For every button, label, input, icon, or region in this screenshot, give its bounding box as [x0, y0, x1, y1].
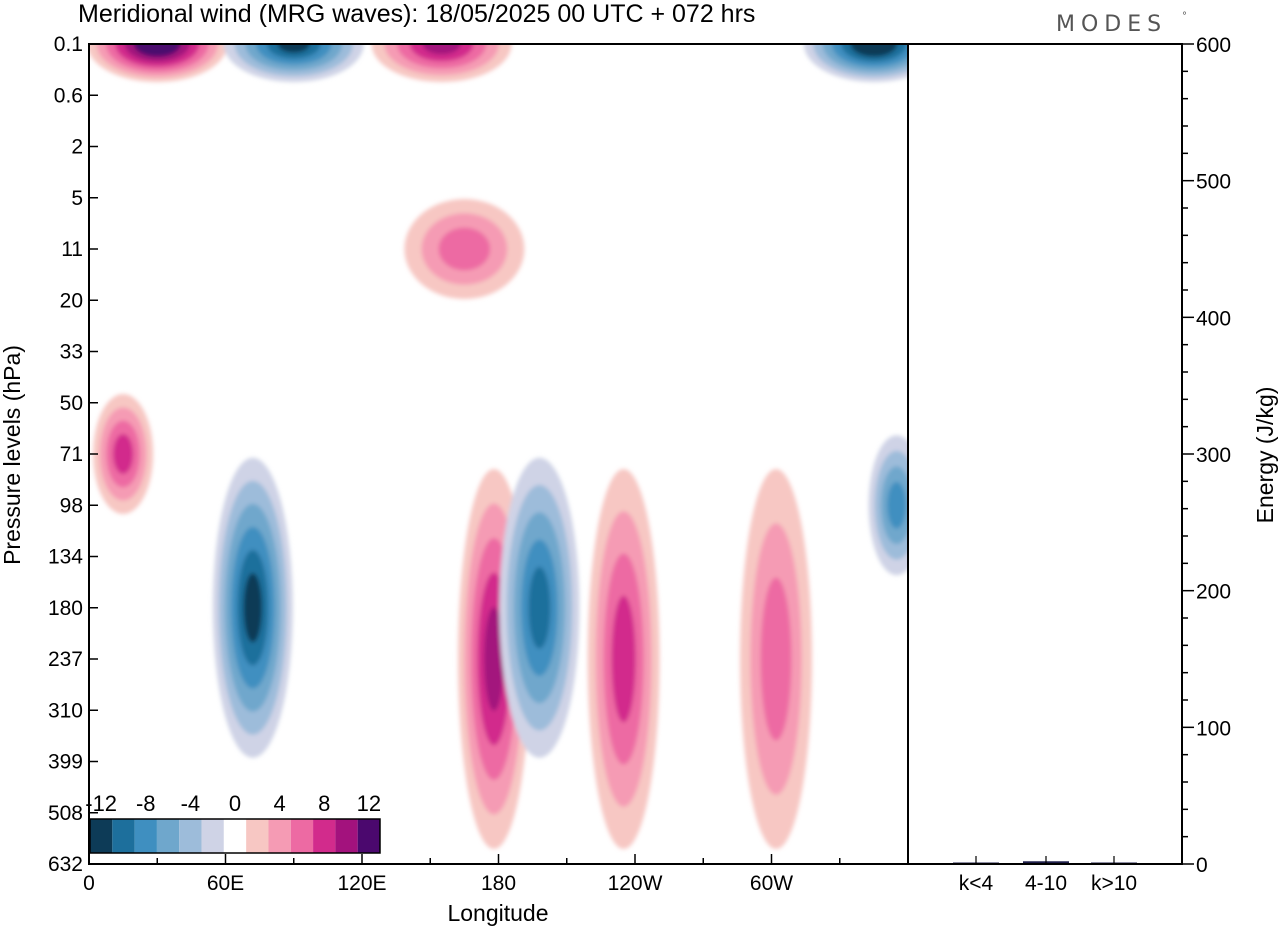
- colorbar-swatch: [290, 819, 314, 853]
- contour-feature: [868, 435, 908, 576]
- x-axis-title: Longitude: [447, 900, 548, 926]
- colorbar-swatch: [223, 819, 247, 853]
- colorbar-swatch: [112, 819, 135, 853]
- y-tick-label: 632: [48, 853, 83, 876]
- x-tick-label: 180: [481, 872, 516, 895]
- contour-feature: [93, 394, 154, 514]
- y-tick-label: 71: [60, 443, 83, 466]
- colorbar-label: -8: [136, 791, 156, 816]
- contour-level: [243, 573, 263, 643]
- y-tick-label: 310: [48, 699, 83, 722]
- contour-feature: [223, 44, 364, 82]
- longitude-axis: 0 60E 120E 180 120W 60W: [83, 854, 909, 895]
- contour-level: [484, 607, 504, 711]
- energy-tick-label: 500: [1196, 171, 1231, 194]
- colorbar: -12 -8 -4 0 4 8 12: [85, 791, 381, 854]
- energy-tick-label: 600: [1196, 34, 1231, 57]
- x-tick-label: 120W: [608, 872, 663, 895]
- contour-feature: [740, 469, 813, 849]
- x-tick-label: 120E: [337, 872, 386, 895]
- y-tick-label: 399: [48, 751, 83, 774]
- contour-feature: [89, 44, 228, 82]
- brand-logo: MODES: [1056, 12, 1167, 37]
- colorbar-swatch: [156, 819, 180, 853]
- x-tick-label: 0: [83, 872, 95, 895]
- y-tick-label: 0.6: [54, 84, 83, 107]
- y-tick-label: 11: [61, 238, 83, 261]
- wind-contours: [89, 44, 908, 849]
- colorbar-swatch: [134, 819, 157, 853]
- energy-category-label: k<4: [959, 872, 994, 895]
- colorbar-label: 8: [318, 791, 330, 816]
- y-tick-label: 0.1: [54, 33, 83, 56]
- contour-feature: [803, 44, 908, 82]
- brand-mark: °: [1182, 11, 1187, 22]
- contour-feature: [212, 457, 293, 758]
- colorbar-swatch: [201, 819, 224, 853]
- y-tick-label: 20: [60, 289, 83, 312]
- contour-level: [760, 577, 792, 741]
- y-tick-label: 5: [71, 187, 83, 210]
- contour-level: [438, 227, 491, 271]
- colorbar-frame: [89, 818, 381, 854]
- y-tick-label: 134: [48, 546, 83, 569]
- energy-tick-label: 400: [1196, 307, 1231, 330]
- colorbar-swatch: [357, 819, 380, 853]
- contour-level: [422, 44, 461, 55]
- energy-tick-label: 200: [1196, 581, 1231, 604]
- contour-level: [611, 595, 636, 723]
- colorbar-swatch: [179, 819, 202, 853]
- contour-level: [887, 481, 906, 529]
- energy-panel-background: [908, 44, 1182, 864]
- x-tick-label: 60E: [207, 872, 244, 895]
- y-axis-title: Pressure levels (hPa): [0, 345, 25, 565]
- y-tick-label: 98: [60, 494, 83, 517]
- energy-category-label: k>10: [1091, 872, 1137, 895]
- energy-tick-label: 0: [1196, 854, 1208, 877]
- contour-level: [143, 44, 172, 52]
- contour-level: [277, 44, 310, 53]
- y-tick-label: 50: [60, 392, 83, 415]
- colorbar-label: -4: [181, 791, 201, 816]
- wind-heatmap: [89, 44, 908, 864]
- y-tick-label: 508: [48, 802, 83, 825]
- colorbar-label: -12: [85, 791, 117, 816]
- colorbar-label: 12: [357, 791, 381, 816]
- contour-feature: [404, 199, 525, 299]
- colorbar-label: 4: [273, 791, 285, 816]
- contour-level: [113, 434, 134, 474]
- colorbar-swatch: [268, 819, 291, 853]
- pressure-axis: 0.1 0.6 2 5 11 20 33 50 71 98 134 180 237 310 399 508 63…: [48, 33, 98, 876]
- contour-level: [528, 566, 551, 649]
- y-tick-label: 180: [48, 597, 83, 620]
- colorbar-swatch: [90, 819, 113, 853]
- energy-axis-title: Energy (J/kg): [1252, 387, 1278, 524]
- chart-title: Meridional wind (MRG waves): 18/05/2025 …: [78, 0, 755, 28]
- contour-level: [859, 44, 888, 52]
- y-tick-label: 2: [71, 136, 83, 159]
- energy-category-label: 4-10: [1025, 872, 1067, 895]
- y-tick-label: 237: [48, 648, 83, 671]
- energy-tick-label: 300: [1196, 444, 1231, 467]
- contour-feature: [587, 469, 660, 849]
- energy-tick-label: 100: [1196, 717, 1231, 740]
- x-tick-label: 60W: [750, 872, 793, 895]
- contour-feature: [499, 457, 580, 758]
- colorbar-swatch: [313, 819, 336, 853]
- colorbar-label: 0: [229, 791, 241, 816]
- colorbar-swatch: [335, 819, 358, 853]
- energy-axis: 0 100 200 300 400 500 600 k<4 4-10 k>10: [959, 34, 1231, 895]
- contour-feature: [371, 44, 512, 82]
- colorbar-swatch: [246, 819, 269, 853]
- y-tick-label: 33: [60, 341, 83, 364]
